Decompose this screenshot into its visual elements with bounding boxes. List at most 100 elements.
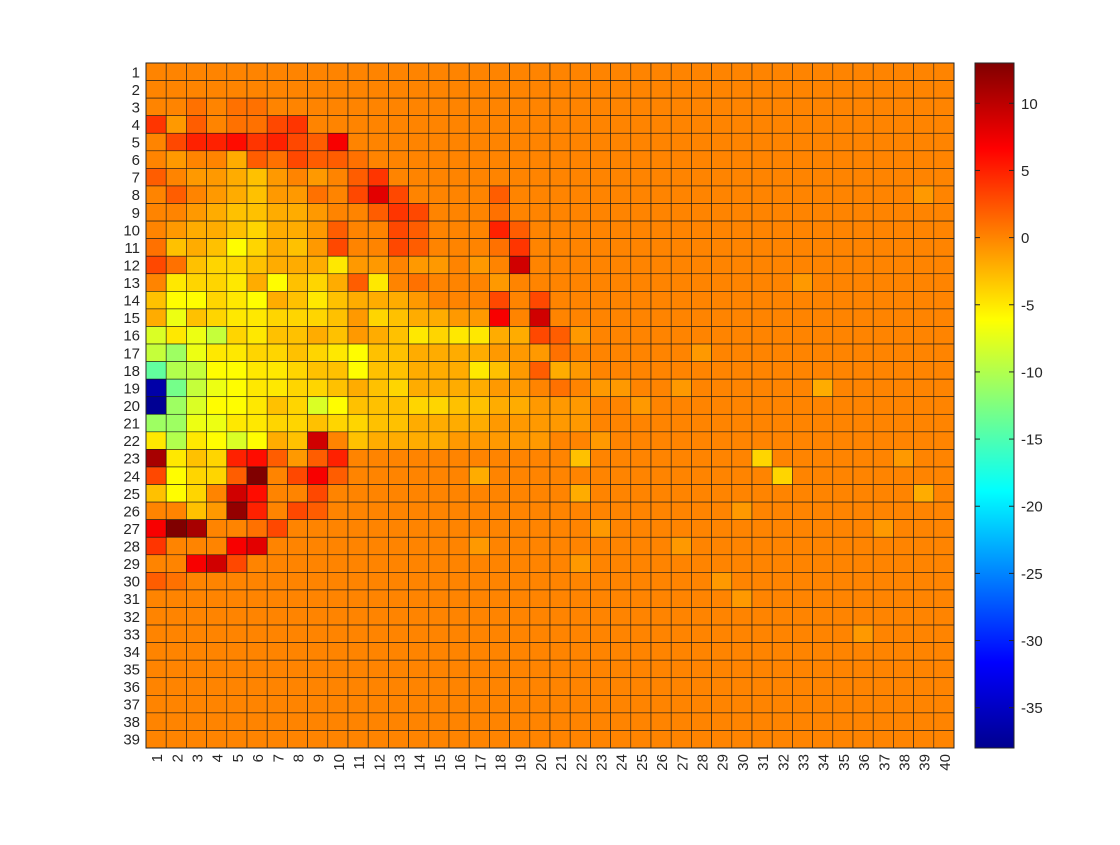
heatmap-cell-r24-c1: [145, 466, 167, 485]
heatmap-cell-r37-c4: [206, 695, 228, 714]
heatmap-cell-r17-c10: [327, 343, 349, 362]
heatmap-cell-r23-c31: [751, 449, 773, 468]
heatmap-cell-r14-c12: [367, 291, 389, 310]
heatmap-cell-r7-c16: [448, 168, 470, 187]
heatmap-cell-r7-c33: [792, 168, 813, 187]
heatmap-cell-r26-c4: [206, 501, 228, 520]
heatmap-cell-r13-c9: [307, 273, 329, 292]
heatmap-cell-r29-c14: [408, 554, 430, 573]
heatmap-cell-r14-c26: [650, 291, 672, 310]
heatmap-cell-r31-c8: [287, 589, 308, 608]
heatmap-cell-r12-c30: [731, 255, 753, 275]
heatmap-cell-r1-c8: [287, 62, 308, 81]
y-tick-label: 10: [123, 222, 140, 239]
y-tick-label: 27: [123, 521, 140, 538]
heatmap-cell-r6-c10: [327, 150, 349, 169]
heatmap-cell-r20-c40: [933, 396, 955, 415]
heatmap-cell-r14-c3: [186, 291, 207, 310]
heatmap-cell-r23-c35: [832, 449, 854, 468]
x-tick-label: 29: [715, 754, 732, 771]
heatmap-cell-r36-c7: [266, 677, 288, 696]
heatmap-cell-r28-c2: [165, 536, 187, 556]
heatmap-cell-r13-c32: [771, 273, 793, 292]
y-tick-label: 29: [123, 556, 140, 573]
heatmap-cell-r38-c29: [711, 712, 733, 731]
heatmap-cell-r32-c29: [711, 607, 733, 626]
heatmap-cell-r38-c2: [165, 712, 187, 731]
heatmap-cell-r11-c8: [287, 238, 308, 257]
heatmap-cell-r25-c33: [792, 484, 813, 503]
heatmap-cell-r34-c24: [610, 642, 632, 661]
heatmap-cell-r36-c3: [186, 677, 207, 696]
heatmap-cell-r29-c6: [246, 554, 268, 573]
heatmap-cell-r19-c37: [872, 378, 894, 398]
heatmap-cell-r7-c31: [751, 168, 773, 187]
heatmap-cell-r33-c13: [388, 624, 409, 643]
heatmap-cell-r15-c35: [832, 308, 854, 327]
heatmap-cell-r30-c11: [347, 572, 369, 591]
heatmap-cell-r31-c21: [549, 589, 571, 608]
y-tick-label: 1: [132, 64, 140, 81]
heatmap-cell-r16-c13: [388, 326, 409, 345]
heatmap-cell-r38-c4: [206, 712, 228, 731]
heatmap-cell-r27-c3: [186, 519, 207, 538]
heatmap-cell-r2-c22: [569, 80, 591, 99]
heatmap-cell-r13-c35: [832, 273, 854, 292]
heatmap-cell-r6-c30: [731, 150, 753, 169]
heatmap-cell-r24-c21: [549, 466, 571, 485]
heatmap-cell-r32-c2: [165, 607, 187, 626]
heatmap-cell-r27-c1: [145, 519, 167, 538]
heatmap-cell-r12-c18: [489, 255, 510, 275]
heatmap-cell-r5-c6: [246, 132, 268, 152]
heatmap-cell-r18-c17: [468, 361, 490, 380]
heatmap-cell-r38-c18: [489, 712, 510, 731]
heatmap-cell-r9-c28: [691, 203, 712, 222]
x-tick-label: 19: [513, 754, 530, 771]
heatmap-cell-r11-c38: [893, 238, 914, 257]
heatmap-cell-r28-c25: [630, 536, 652, 556]
heatmap-cell-r16-c2: [165, 326, 187, 345]
heatmap-cell-r32-c33: [792, 607, 813, 626]
heatmap-cell-r28-c15: [428, 536, 450, 556]
heatmap-cell-r20-c21: [549, 396, 571, 415]
heatmap-cell-r36-c14: [408, 677, 430, 696]
heatmap-cell-r27-c17: [468, 519, 490, 538]
heatmap-cell-r36-c25: [630, 677, 652, 696]
heatmap-cell-r13-c16: [448, 273, 470, 292]
x-tick-label: 32: [775, 754, 792, 771]
heatmap-cell-r9-c36: [852, 203, 874, 222]
heatmap-cell-r12-c2: [165, 255, 187, 275]
heatmap-cell-r33-c22: [569, 624, 591, 643]
heatmap-cell-r16-c12: [367, 326, 389, 345]
heatmap-cell-r1-c33: [792, 62, 813, 81]
heatmap-cell-r9-c29: [711, 203, 733, 222]
x-tick-label: 31: [755, 754, 772, 771]
heatmap-cell-r16-c31: [751, 326, 773, 345]
heatmap-cell-r39-c26: [650, 730, 672, 749]
heatmap-cell-r32-c7: [266, 607, 288, 626]
heatmap-cell-r7-c37: [872, 168, 894, 187]
heatmap-cell-r37-c34: [812, 695, 834, 714]
heatmap-cell-r13-c27: [670, 273, 692, 292]
heatmap-cell-r16-c9: [307, 326, 329, 345]
heatmap-cell-r20-c10: [327, 396, 349, 415]
heatmap-cell-r7-c4: [206, 168, 228, 187]
heatmap-cell-r32-c25: [630, 607, 652, 626]
heatmap-cell-r10-c40: [933, 220, 955, 239]
heatmap-cell-r13-c22: [569, 273, 591, 292]
heatmap-cell-r31-c7: [266, 589, 288, 608]
heatmap-cell-r24-c9: [307, 466, 329, 485]
heatmap-cell-r4-c28: [691, 115, 712, 134]
heatmap-cell-r4-c29: [711, 115, 733, 134]
heatmap-cell-r26-c32: [771, 501, 793, 520]
heatmap-cell-r39-c17: [468, 730, 490, 749]
heatmap-cell-r17-c29: [711, 343, 733, 362]
heatmap-cell-r4-c37: [872, 115, 894, 134]
heatmap-cell-r33-c5: [226, 624, 248, 643]
heatmap-cell-r29-c1: [145, 554, 167, 573]
heatmap-cell-r14-c35: [832, 291, 854, 310]
heatmap-cell-r21-c14: [408, 413, 430, 433]
heatmap-cell-r22-c34: [812, 431, 834, 450]
heatmap-cell-r1-c5: [226, 62, 248, 81]
heatmap-cell-r16-c15: [428, 326, 450, 345]
